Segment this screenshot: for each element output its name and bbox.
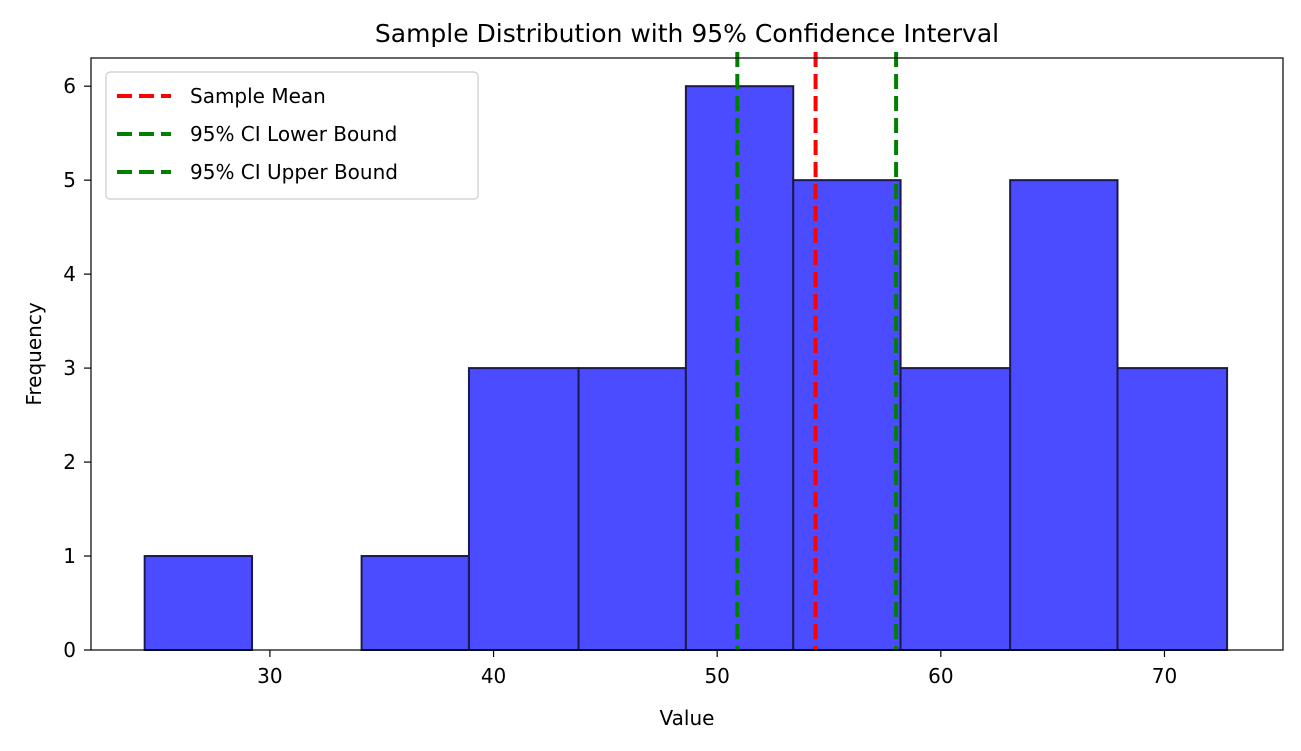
reference-lines-group bbox=[735, 52, 899, 650]
y-tick-label: 5 bbox=[63, 168, 76, 192]
y-tick-label: 3 bbox=[63, 356, 76, 380]
histogram-bar bbox=[360, 555, 470, 651]
histogram-bar bbox=[684, 85, 795, 651]
legend-label: 95% CI Lower Bound bbox=[190, 122, 397, 146]
x-tick-label: 50 bbox=[704, 664, 729, 688]
legend-box bbox=[105, 71, 479, 200]
y-tick-label: 6 bbox=[63, 74, 76, 98]
histogram-bar bbox=[1009, 179, 1119, 652]
histogram-bar bbox=[899, 367, 1012, 651]
y-tick-label: 2 bbox=[63, 450, 76, 474]
legend: Sample Mean 95% CI Lower Bound 95% CI Uppe… bbox=[105, 71, 479, 200]
bars-group bbox=[143, 85, 1229, 652]
histogram-bar bbox=[792, 179, 902, 652]
legend-label: Sample Mean bbox=[190, 84, 326, 108]
x-tick-label: 30 bbox=[257, 664, 282, 688]
histogram-bar bbox=[467, 367, 580, 651]
y-axis-label: Frequency bbox=[22, 302, 46, 405]
plot-frame bbox=[90, 57, 1284, 651]
x-tick-label: 60 bbox=[928, 664, 953, 688]
chart-title: Sample Distribution with 95% Confidence … bbox=[375, 19, 999, 48]
legend-label: 95% CI Upper Bound bbox=[190, 160, 398, 184]
histogram-bar bbox=[143, 555, 254, 651]
x-tick-label: 40 bbox=[481, 664, 506, 688]
y-tick-label: 4 bbox=[63, 262, 76, 286]
y-tick-label: 1 bbox=[63, 544, 76, 568]
x-axis: 30 40 50 60 70 bbox=[257, 650, 1177, 688]
y-axis: 0 1 2 3 4 5 6 bbox=[63, 74, 91, 662]
x-tick-label: 70 bbox=[1152, 664, 1177, 688]
x-axis-label: Value bbox=[660, 706, 715, 730]
histogram-bar bbox=[577, 367, 687, 651]
y-tick-label: 0 bbox=[63, 638, 76, 662]
histogram-bar bbox=[1116, 367, 1229, 651]
